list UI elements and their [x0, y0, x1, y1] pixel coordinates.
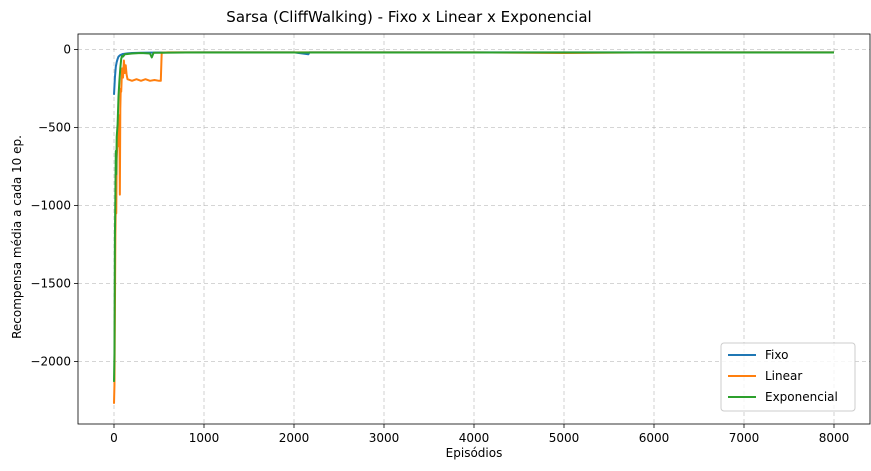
x-axis-label: Episódios: [446, 446, 503, 460]
y-tick-label: −1500: [30, 277, 71, 291]
legend: Fixo Linear Exponencial: [720, 342, 856, 412]
x-tick-label: 3000: [369, 431, 400, 445]
x-tick-label: 1000: [189, 431, 220, 445]
y-axis-label: Recompensa média a cada 10 ep.: [10, 135, 24, 339]
x-tick-label: 7000: [729, 431, 760, 445]
legend-box: [720, 342, 856, 412]
legend-label: Linear: [765, 369, 802, 383]
y-tick-label: 0: [63, 43, 71, 57]
y-tick-label: −1000: [30, 199, 71, 213]
y-tick-label: −2000: [30, 355, 71, 369]
legend-label: Fixo: [765, 348, 788, 362]
x-tick-label: 6000: [639, 431, 670, 445]
series-line-exponencial: [113, 51, 834, 382]
plot-series: [113, 51, 834, 404]
legend-label: Exponencial: [765, 390, 838, 404]
x-tick-label: 2000: [279, 431, 310, 445]
x-tick-label: 8000: [819, 431, 850, 445]
x-axis-ticks: 0 1000 2000 3000 4000 5000 6000 7000 8000: [110, 424, 849, 445]
chart-title: Sarsa (CliffWalking) - Fixo x Linear x E…: [226, 8, 591, 26]
y-axis-ticks: 0 −500 −1000 −1500 −2000: [30, 43, 78, 369]
x-tick-label: 4000: [459, 431, 490, 445]
y-tick-label: −500: [38, 121, 71, 135]
x-tick-label: 0: [110, 431, 118, 445]
x-tick-label: 5000: [549, 431, 580, 445]
